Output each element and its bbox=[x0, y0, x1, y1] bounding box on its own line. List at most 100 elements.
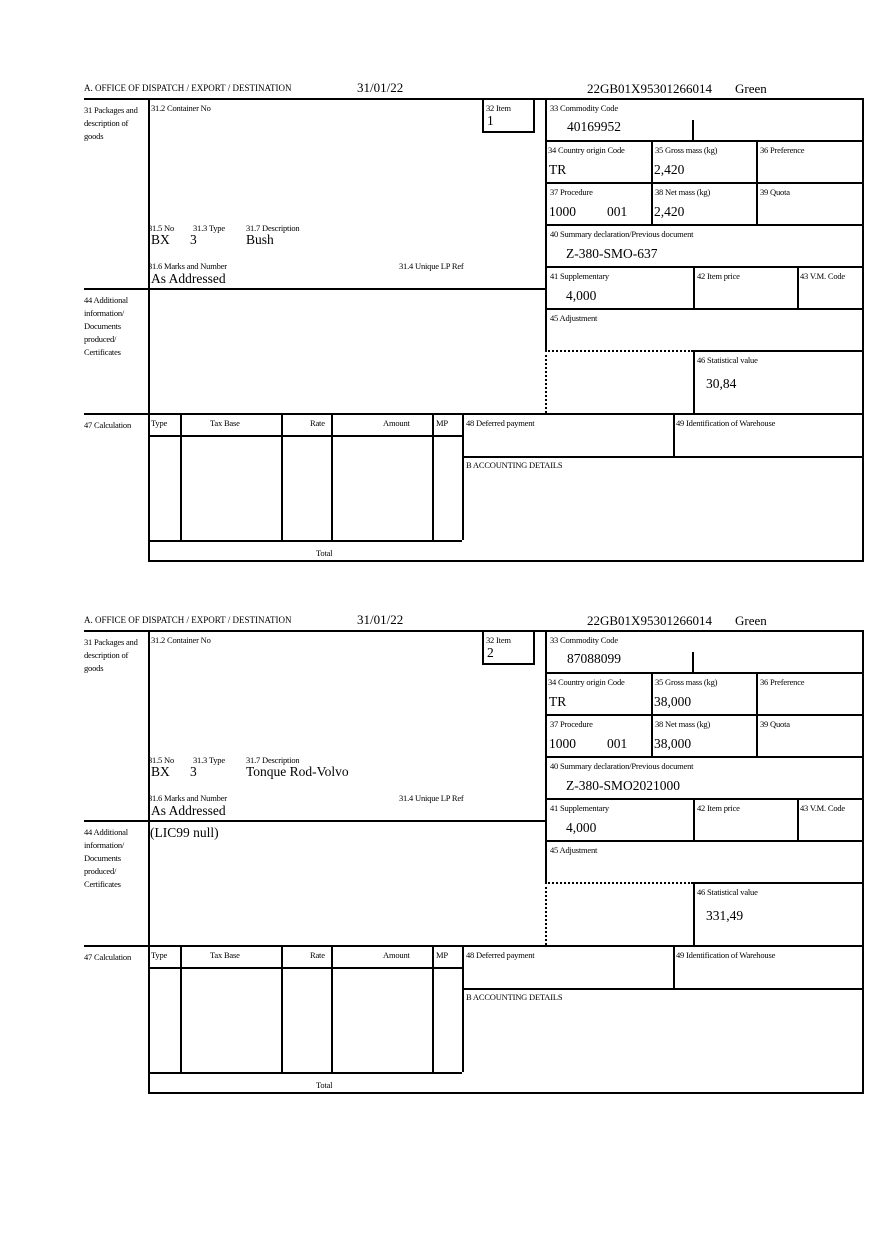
divider bbox=[482, 131, 535, 133]
marks-value: As Addressed bbox=[151, 271, 226, 286]
description-value: Tonque Rod-Volvo bbox=[246, 764, 349, 779]
divider bbox=[533, 632, 535, 664]
divider bbox=[148, 967, 462, 969]
package-type-label: 31.3 Type bbox=[193, 223, 225, 233]
divider bbox=[84, 820, 545, 822]
calc-amount-header: Amount bbox=[383, 950, 410, 960]
package-count-value: 3 bbox=[190, 232, 197, 247]
package-type-label: 31.3 Type bbox=[193, 755, 225, 765]
quota-label: 39 Quota bbox=[760, 187, 790, 197]
net-mass-label: 38 Net mass (kg) bbox=[655, 719, 711, 729]
total-label: Total bbox=[316, 1080, 333, 1090]
commodity-code-value: 87088099 bbox=[567, 651, 621, 666]
vm-code-label: 43 V.M. Code bbox=[800, 271, 845, 281]
supplementary-value: 4,000 bbox=[566, 820, 597, 835]
divider bbox=[148, 560, 864, 562]
summary-declaration-label: 40 Summary declaration/Previous document bbox=[550, 761, 694, 771]
net-mass-value: 2,420 bbox=[654, 204, 685, 219]
procedure-additional-value: 001 bbox=[607, 736, 628, 751]
item-label: 32 Item bbox=[486, 635, 511, 645]
divider bbox=[462, 988, 862, 990]
declaration-item-block: A. OFFICE OF DISPATCH / EXPORT / DESTINA… bbox=[0, 80, 882, 600]
divider bbox=[180, 945, 182, 1072]
calc-tax-base-header: Tax Base bbox=[210, 418, 240, 428]
container-no-label: 31.2 Container No bbox=[151, 635, 211, 645]
additional-info-label: 44 Additional information/ Documents pro… bbox=[84, 827, 128, 889]
divider bbox=[148, 630, 150, 1093]
divider bbox=[462, 456, 862, 458]
summary-declaration-value: Z-380-SMO-637 bbox=[566, 246, 658, 261]
divider bbox=[756, 672, 758, 756]
divider bbox=[148, 1072, 462, 1074]
dotted-divider bbox=[545, 350, 693, 352]
summary-declaration-value: Z-380-SMO2021000 bbox=[566, 778, 680, 793]
accounting-details-label: B ACCOUNTING DETAILS bbox=[466, 992, 563, 1002]
divider bbox=[84, 945, 862, 947]
marks-label: 31.6 Marks and Number bbox=[148, 793, 227, 803]
deferred-payment-label: 48 Deferred payment bbox=[466, 418, 535, 428]
divider bbox=[797, 266, 799, 308]
statistical-value-value: 30,84 bbox=[706, 376, 737, 391]
divider bbox=[692, 120, 694, 140]
supplementary-label: 41 Supplementary bbox=[550, 271, 609, 281]
calculation-label: 47 Calculation bbox=[84, 420, 132, 430]
divider bbox=[462, 945, 464, 1072]
description-label: 31.7 Description bbox=[246, 755, 300, 765]
divider bbox=[545, 756, 862, 758]
statistical-value-value: 331,49 bbox=[706, 908, 744, 923]
divider bbox=[651, 672, 653, 756]
dotted-divider bbox=[545, 350, 547, 413]
procedure-label: 37 Procedure bbox=[550, 719, 593, 729]
divider bbox=[756, 140, 758, 224]
divider bbox=[797, 798, 799, 840]
divider bbox=[545, 140, 862, 142]
calculation-label: 47 Calculation bbox=[84, 952, 132, 962]
summary-declaration-label: 40 Summary declaration/Previous document bbox=[550, 229, 694, 239]
divider bbox=[692, 652, 694, 672]
divider bbox=[84, 288, 545, 290]
divider bbox=[331, 413, 333, 540]
divider bbox=[693, 350, 695, 413]
divider bbox=[545, 182, 862, 184]
divider bbox=[148, 1092, 864, 1094]
divider bbox=[693, 882, 862, 884]
gross-mass-value: 38,000 bbox=[654, 694, 692, 709]
office-heading: A. OFFICE OF DISPATCH / EXPORT / DESTINA… bbox=[84, 615, 292, 625]
divider bbox=[462, 413, 464, 540]
accounting-details-label: B ACCOUNTING DETAILS bbox=[466, 460, 563, 470]
gross-mass-label: 35 Gross mass (kg) bbox=[655, 677, 718, 687]
divider bbox=[84, 98, 862, 100]
divider bbox=[432, 413, 434, 540]
calc-mp-header: MP bbox=[436, 950, 448, 960]
supplementary-value: 4,000 bbox=[566, 288, 597, 303]
country-origin-label: 34 Country origin Code bbox=[548, 145, 625, 155]
supplementary-label: 41 Supplementary bbox=[550, 803, 609, 813]
divider bbox=[651, 140, 653, 224]
country-origin-label: 34 Country origin Code bbox=[548, 677, 625, 687]
commodity-code-value: 40169952 bbox=[567, 119, 621, 134]
office-heading: A. OFFICE OF DISPATCH / EXPORT / DESTINA… bbox=[84, 83, 292, 93]
procedure-value: 1000 bbox=[549, 204, 576, 219]
commodity-code-label: 33 Commodity Code bbox=[550, 635, 618, 645]
route-value: Green bbox=[735, 613, 767, 628]
unique-ref-label: 31.4 Unique LP Ref bbox=[399, 793, 464, 803]
net-mass-value: 38,000 bbox=[654, 736, 692, 751]
divider bbox=[281, 945, 283, 1072]
country-origin-value: TR bbox=[549, 162, 567, 177]
preference-label: 36 Preference bbox=[760, 677, 805, 687]
divider bbox=[693, 350, 862, 352]
calc-type-header: Type bbox=[151, 418, 168, 428]
procedure-additional-value: 001 bbox=[607, 204, 628, 219]
calc-rate-header: Rate bbox=[310, 950, 325, 960]
divider bbox=[545, 798, 862, 800]
divider bbox=[281, 413, 283, 540]
divider bbox=[862, 98, 864, 561]
country-origin-value: TR bbox=[549, 694, 567, 709]
package-count-value: 3 bbox=[190, 764, 197, 779]
divider bbox=[545, 840, 862, 842]
packages-label: 31 Packages and description of goods bbox=[84, 637, 138, 673]
divider bbox=[148, 98, 150, 561]
gross-mass-label: 35 Gross mass (kg) bbox=[655, 145, 718, 155]
divider bbox=[148, 540, 462, 542]
item-number-value: 1 bbox=[487, 113, 494, 128]
